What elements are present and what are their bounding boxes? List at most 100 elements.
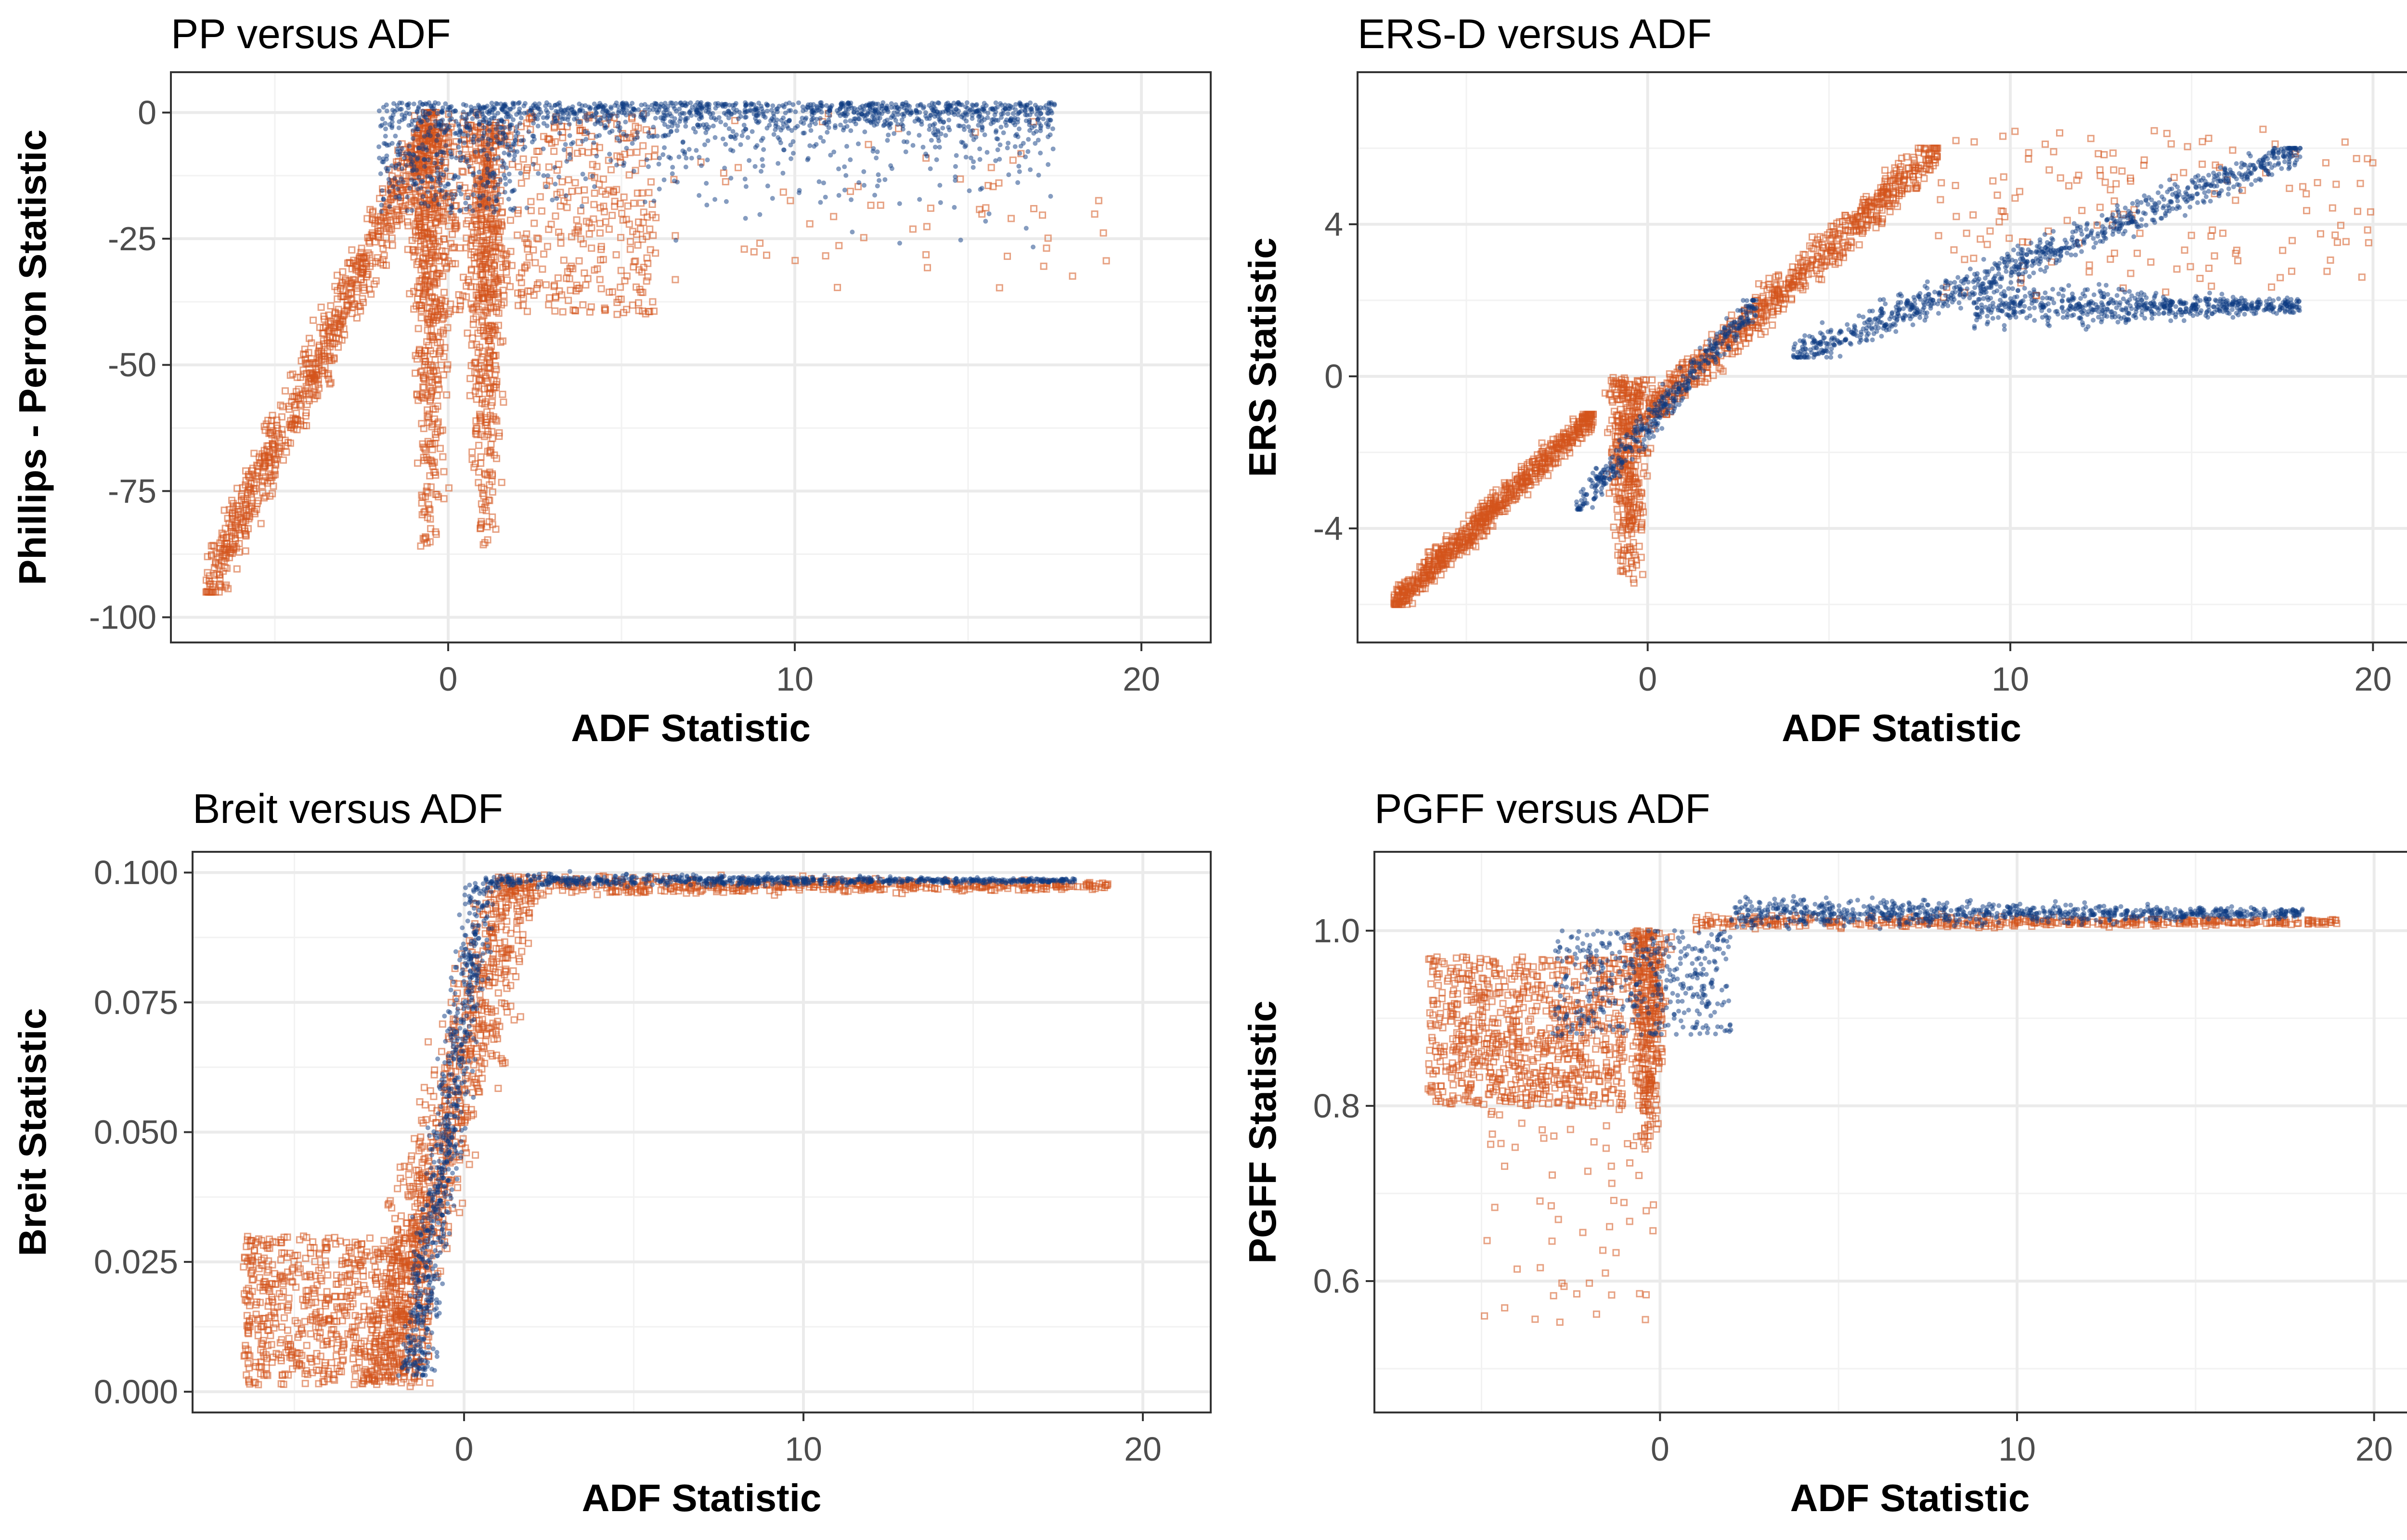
data-point-series_a xyxy=(846,107,851,112)
data-point-series_a xyxy=(574,116,580,121)
data-point-series_a xyxy=(986,211,992,217)
data-point-series_a xyxy=(486,156,491,162)
data-point-series_a xyxy=(895,109,900,114)
data-point-series_a xyxy=(699,163,704,168)
data-point-series_b xyxy=(421,508,429,515)
data-point-series_b xyxy=(496,228,504,235)
data-point-series_a xyxy=(456,144,461,150)
data-point-series_b xyxy=(452,224,460,231)
data-point-series_b xyxy=(423,304,431,311)
data-point-series_a xyxy=(752,164,758,169)
data-point-series_b xyxy=(1442,536,1449,544)
data-point-series_b xyxy=(459,292,466,300)
data-point-series_b xyxy=(1502,500,1510,507)
data-point-series_a xyxy=(381,196,386,202)
data-point-series_b xyxy=(225,519,233,527)
data-point-series_a xyxy=(921,104,927,109)
data-point-series_b xyxy=(596,229,604,237)
data-point-series_a xyxy=(825,129,830,135)
data-point-series_a xyxy=(379,123,385,128)
data-point-series_a xyxy=(492,172,497,177)
data-point-series_b xyxy=(596,276,604,283)
data-point-series_b xyxy=(1421,559,1429,566)
data-point-series_b xyxy=(559,308,567,316)
data-point-series_a xyxy=(887,121,893,127)
data-point-series_b xyxy=(1517,483,1525,491)
data-point-series_a xyxy=(541,115,546,120)
data-point-series_b xyxy=(305,397,313,405)
data-point-series_b xyxy=(440,208,447,216)
data-point-series_b xyxy=(1448,543,1455,551)
data-point-series_b xyxy=(348,309,356,317)
data-point-series_a xyxy=(683,124,688,129)
data-point-series_a xyxy=(660,116,666,121)
data-point-series_b xyxy=(296,401,304,409)
data-point-series_a xyxy=(456,184,462,190)
data-point-series_a xyxy=(410,136,415,141)
data-point-series_a xyxy=(592,101,597,106)
chart-title: PP versus ADF xyxy=(171,11,451,57)
data-point-series_a xyxy=(738,142,743,147)
data-point-series_a xyxy=(696,124,701,129)
y-tick-label: -100 xyxy=(89,599,156,636)
data-point-series_a xyxy=(955,100,960,105)
data-point-series_a xyxy=(756,111,762,116)
data-point-series_a xyxy=(518,138,524,143)
data-point-series_a xyxy=(511,117,516,122)
data-point-series_a xyxy=(461,131,466,137)
data-point-series_b xyxy=(1546,464,1553,472)
data-point-series_b xyxy=(1004,253,1011,260)
data-point-series_a xyxy=(840,111,845,116)
data-point-series_a xyxy=(640,115,646,120)
scatter-points xyxy=(202,100,1110,596)
data-point-series_a xyxy=(836,193,841,198)
data-point-series_a xyxy=(481,125,487,130)
data-point-series_b xyxy=(445,222,453,230)
data-point-series_b xyxy=(1030,205,1037,213)
data-point-series_a xyxy=(977,118,982,123)
data-point-series_b xyxy=(216,539,224,547)
data-point-series_b xyxy=(1009,156,1017,164)
data-point-series_a xyxy=(677,119,682,124)
data-point-series_a xyxy=(935,135,941,140)
data-point-series_a xyxy=(937,144,942,150)
data-point-series_a xyxy=(632,137,637,142)
data-point-series_a xyxy=(436,101,441,106)
data-point-series_a xyxy=(568,155,573,161)
data-point-series_a xyxy=(993,129,998,135)
data-point-series_a xyxy=(660,152,666,157)
data-point-series_a xyxy=(449,154,454,160)
data-point-series_a xyxy=(889,101,894,106)
data-point-series_a xyxy=(945,100,950,105)
data-point-series_a xyxy=(914,109,919,114)
data-point-series_a xyxy=(1016,164,1022,169)
data-point-series_a xyxy=(1031,244,1036,250)
data-point-series_a xyxy=(875,149,880,154)
data-point-series_a xyxy=(462,140,467,145)
data-point-series_a xyxy=(392,109,397,114)
data-point-series_a xyxy=(583,137,589,142)
data-point-series_b xyxy=(555,160,563,168)
data-point-series_b xyxy=(311,374,318,382)
data-point-series_b xyxy=(335,335,343,343)
data-point-series_b xyxy=(779,188,787,196)
data-point-series_a xyxy=(397,196,402,201)
data-point-series_b xyxy=(1639,571,1646,578)
data-point-series_a xyxy=(492,210,497,215)
data-point-series_b xyxy=(580,240,587,248)
data-point-series_a xyxy=(820,103,825,109)
data-point-series_a xyxy=(410,208,415,213)
data-point-series_a xyxy=(870,149,876,154)
data-point-series_b xyxy=(552,212,559,220)
data-point-series_a xyxy=(1004,117,1009,123)
data-point-series_b xyxy=(495,309,503,317)
data-point-series_a xyxy=(378,171,383,176)
data-point-series_b xyxy=(503,276,511,284)
data-point-series_b xyxy=(440,468,448,475)
data-point-series_b xyxy=(1541,459,1549,466)
data-point-series_b xyxy=(1437,571,1445,579)
data-point-series_a xyxy=(1026,137,1031,142)
data-point-series_a xyxy=(411,167,416,173)
data-point-series_b xyxy=(506,283,514,291)
data-point-series_a xyxy=(715,101,721,106)
